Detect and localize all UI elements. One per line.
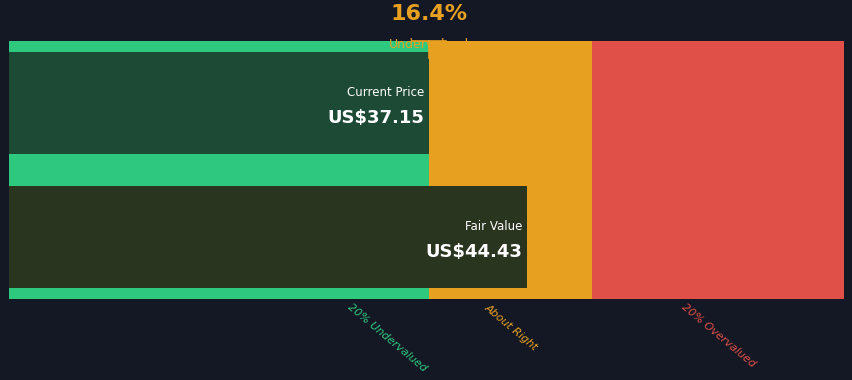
Bar bbox=[429, 41, 591, 299]
Bar bbox=[9, 52, 429, 154]
Bar bbox=[9, 186, 527, 288]
Text: Current Price: Current Price bbox=[347, 86, 424, 99]
Text: About Right: About Right bbox=[481, 302, 538, 352]
Text: 20% Undervalued: 20% Undervalued bbox=[345, 302, 428, 374]
Bar bbox=[591, 41, 843, 299]
Bar bbox=[9, 41, 429, 299]
Text: 20% Overvalued: 20% Overvalued bbox=[679, 302, 756, 369]
Text: 16.4%: 16.4% bbox=[390, 4, 467, 24]
Text: US$44.43: US$44.43 bbox=[425, 243, 522, 261]
Text: US$37.15: US$37.15 bbox=[327, 109, 424, 127]
Text: Undervalued: Undervalued bbox=[389, 38, 469, 51]
Text: Fair Value: Fair Value bbox=[464, 220, 522, 233]
